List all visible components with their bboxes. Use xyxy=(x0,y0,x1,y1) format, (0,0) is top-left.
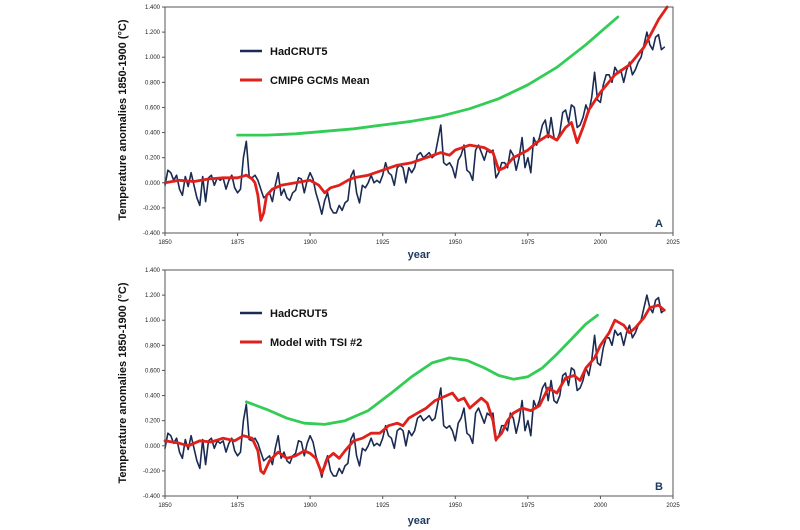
y-tick-label: -0.200 xyxy=(143,206,161,212)
chart-panel-b: -0.400 -0.200 0.000 0.200 0.400 0.600 0.800 1.0… xyxy=(117,268,680,527)
plot-series xyxy=(163,294,666,478)
y-tick-label: 0.000 xyxy=(145,444,161,450)
x-tick-label: 1975 xyxy=(521,240,535,246)
y-tick-label: 0.400 xyxy=(145,131,161,137)
x-tick-label: 1875 xyxy=(231,503,245,509)
series-line-series-3 xyxy=(236,15,620,137)
series-line-hadcrut5 xyxy=(164,31,666,215)
y-tick-label: 1.400 xyxy=(145,268,161,274)
x-axis-label: year xyxy=(408,515,431,527)
series-line-model-with-tsi-2 xyxy=(163,303,666,475)
y-ticks: -0.400 -0.200 0.000 0.200 0.400 0.600 0.800 1.0… xyxy=(143,5,165,237)
panel-letter: B xyxy=(655,481,663,493)
y-tick-label: -0.400 xyxy=(143,231,161,237)
y-tick-label: 1.000 xyxy=(145,55,161,61)
legend-label-model-tsi2: Model with TSI #2 xyxy=(270,337,362,349)
x-tick-label: 1925 xyxy=(376,503,390,509)
y-axis-label: Temperature anomalies 1850-1900 (°C) xyxy=(117,19,129,220)
x-tick-label: 2025 xyxy=(666,503,680,509)
y-tick-label: -0.400 xyxy=(143,494,161,500)
x-tick-label: 1850 xyxy=(158,240,172,246)
y-tick-label: 1.200 xyxy=(145,30,161,36)
x-tick-label: 1900 xyxy=(303,240,317,246)
x-tick-label: 2025 xyxy=(666,240,680,246)
y-tick-label: 0.800 xyxy=(145,80,161,86)
series-line-hadcrut5 xyxy=(164,294,666,478)
plot-frame xyxy=(164,269,674,497)
x-tick-label: 1975 xyxy=(521,503,535,509)
series-line-cmip6-gcms-mean xyxy=(163,5,669,222)
y-tick-label: 0.600 xyxy=(145,368,161,374)
x-tick-label: 2000 xyxy=(594,503,608,509)
y-ticks: -0.400 -0.200 0.000 0.200 0.400 0.600 0.800 1.0… xyxy=(143,268,165,500)
series-line-series-3 xyxy=(244,313,599,426)
x-tick-label: 1950 xyxy=(449,240,463,246)
y-tick-label: 0.200 xyxy=(145,419,161,425)
y-tick-label: 0.400 xyxy=(145,394,161,400)
legend-label-hadcrut5: HadCRUT5 xyxy=(270,46,327,58)
legend-label-hadcrut5: HadCRUT5 xyxy=(270,308,327,320)
y-tick-label: 0.800 xyxy=(145,343,161,349)
x-tick-label: 1950 xyxy=(449,503,463,509)
x-tick-label: 1925 xyxy=(376,240,390,246)
x-ticks: 1850 1875 1900 1925 1950 1975 2000 2025 xyxy=(158,233,680,246)
panel-letter: A xyxy=(655,218,663,230)
x-axis-label: year xyxy=(408,249,431,261)
legend-label-cmip6-mean: CMIP6 GCMs Mean xyxy=(270,75,370,87)
x-ticks: 1850 1875 1900 1925 1950 1975 2000 2025 xyxy=(158,496,680,509)
x-tick-label: 1850 xyxy=(158,503,172,509)
y-tick-label: 0.200 xyxy=(145,156,161,162)
y-tick-label: 1.000 xyxy=(145,318,161,324)
x-tick-label: 1875 xyxy=(231,240,245,246)
y-tick-label: -0.200 xyxy=(143,469,161,475)
y-tick-label: 1.200 xyxy=(145,293,161,299)
chart-panel-a: -0.400 -0.200 0.000 0.200 0.400 0.600 0.800 1.0… xyxy=(117,5,680,261)
plot-series xyxy=(163,5,669,222)
plot-frame xyxy=(164,6,674,234)
y-axis-label: Temperature anomalies 1850-1900 (°C) xyxy=(117,282,129,483)
x-tick-label: 1900 xyxy=(303,503,317,509)
y-tick-label: 0.600 xyxy=(145,105,161,111)
x-tick-label: 2000 xyxy=(594,240,608,246)
y-tick-label: 1.400 xyxy=(145,5,161,11)
y-tick-label: 0.000 xyxy=(145,181,161,187)
